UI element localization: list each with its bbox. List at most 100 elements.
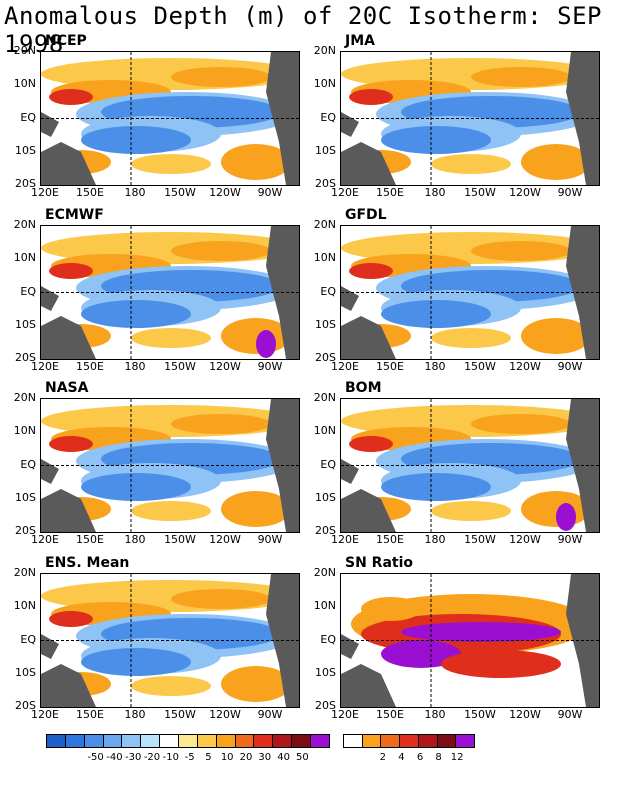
lon-tick-label: 120E <box>31 708 59 721</box>
map-panel-jma <box>340 51 600 186</box>
lat-tick-label: EQ <box>20 110 36 124</box>
lon-tick-label: 120E <box>331 186 359 199</box>
map-field <box>41 52 299 185</box>
lon-tick-label: 90W <box>557 186 583 199</box>
lat-tick-label: 10N <box>13 77 36 91</box>
lon-tick-label: 150W <box>164 186 196 199</box>
colorbar-swatch <box>311 735 329 747</box>
lat-tick-label: 10N <box>13 599 36 613</box>
lat-tick-label: EQ <box>320 110 336 124</box>
colorbar-swatch <box>400 735 419 747</box>
colorbar-label: 2 <box>379 752 387 763</box>
colorbar-swatch <box>160 735 180 747</box>
colorbar-swatch <box>216 735 236 747</box>
lon-tick-label: 120E <box>31 360 59 373</box>
colorbar-label: 40 <box>277 752 290 763</box>
lon-tick-label: 150W <box>464 708 496 721</box>
colorbar-swatch <box>103 735 123 747</box>
lat-tick-label: 20S <box>315 177 336 190</box>
colorbar-swatch <box>179 735 198 747</box>
colorbar-swatch <box>47 735 66 747</box>
lon-tick-label: 150E <box>76 186 104 199</box>
lon-tick-label: 180 <box>124 533 146 546</box>
lon-tick-label: 90W <box>557 708 583 721</box>
lon-tick-label: 90W <box>257 708 283 721</box>
lon-tick-label: 120W <box>209 360 241 373</box>
lat-tick-label: 10S <box>15 665 36 679</box>
colorbar-sn-ratio <box>343 734 475 748</box>
map-panel-ens-mean <box>40 573 300 708</box>
lon-tick-label: 150W <box>464 186 496 199</box>
colorbar-swatch <box>65 735 85 747</box>
lon-tick-label: 120W <box>509 186 541 199</box>
colorbar-label: -5 <box>184 752 195 763</box>
lon-tick-label: 90W <box>257 186 283 199</box>
colorbar-label: 6 <box>416 752 424 763</box>
lon-tick-label: 150W <box>164 360 196 373</box>
lat-tick-label: 20N <box>313 218 336 231</box>
lon-tick-label: 90W <box>557 533 583 546</box>
colorbar-swatch <box>418 735 438 747</box>
lat-tick-label: EQ <box>20 457 36 471</box>
lon-tick-label: 120W <box>209 533 241 546</box>
lat-tick-label: 20S <box>15 699 36 712</box>
colorbar-swatch <box>292 735 312 747</box>
lon-tick-label: 180 <box>424 708 446 721</box>
lat-tick-label: 10S <box>15 317 36 331</box>
lat-tick-label: 20N <box>313 566 336 579</box>
lat-tick-label: 10N <box>13 424 36 438</box>
lon-tick-label: 150W <box>464 360 496 373</box>
lat-tick-label: 10S <box>315 665 336 679</box>
map-field <box>341 399 599 532</box>
colorbar-label: 10 <box>220 752 234 763</box>
map-panel-gfdl <box>340 225 600 360</box>
lat-tick-label: 10S <box>315 143 336 157</box>
panel-label: BOM <box>345 380 382 396</box>
colorbar-label: 12 <box>450 752 464 763</box>
lon-tick-label: 120E <box>31 186 59 199</box>
lat-tick-label: 10S <box>315 317 336 331</box>
lat-tick-label: 20N <box>13 44 36 57</box>
lon-tick-label: 150E <box>376 360 404 373</box>
lat-tick-label: 10S <box>315 490 336 504</box>
colorbar-label: 5 <box>205 752 212 763</box>
lon-tick-label: 180 <box>124 708 146 721</box>
lat-tick-label: 10S <box>15 143 36 157</box>
colorbar-swatch <box>122 735 142 747</box>
map-panel-bom <box>340 398 600 533</box>
lon-tick-label: 120E <box>331 708 359 721</box>
colorbar-swatch <box>141 735 161 747</box>
lon-tick-label: 150E <box>376 708 404 721</box>
colorbar-swatch <box>362 735 382 747</box>
colorbar-label: 30 <box>258 752 272 763</box>
colorbar-swatch <box>273 735 293 747</box>
lon-tick-label: 90W <box>257 360 283 373</box>
lat-tick-label: EQ <box>320 457 336 471</box>
lon-tick-label: 120E <box>31 533 59 546</box>
lat-tick-label: 20S <box>15 351 36 364</box>
lon-tick-label: 120W <box>509 533 541 546</box>
lon-tick-label: 180 <box>424 360 446 373</box>
figure-title: Anomalous Depth (m) of 20C Isotherm: SEP… <box>4 2 602 58</box>
lon-tick-label: 90W <box>257 533 283 546</box>
colorbar-swatch <box>381 735 401 747</box>
map-panel-ecmwf <box>40 225 300 360</box>
lat-tick-label: 10N <box>313 599 336 613</box>
colorbar-swatch <box>437 735 457 747</box>
lat-tick-label: 20N <box>13 391 36 404</box>
lat-tick-label: EQ <box>320 632 336 646</box>
lon-tick-label: 150E <box>76 533 104 546</box>
panel-label: JMA <box>345 33 375 49</box>
map-field <box>341 52 599 185</box>
lon-tick-label: 120W <box>209 186 241 199</box>
lon-tick-label: 150E <box>376 186 404 199</box>
lat-tick-label: 10N <box>313 251 336 265</box>
map-panel-sn-ratio <box>340 573 600 708</box>
colorbar-label: -50 <box>87 752 104 763</box>
lat-tick-label: EQ <box>320 284 336 298</box>
colorbar-swatch <box>344 735 363 747</box>
lon-tick-label: 150W <box>164 708 196 721</box>
colorbar-swatch <box>197 735 217 747</box>
lat-tick-label: EQ <box>20 284 36 298</box>
colorbar-label: -20 <box>143 752 161 763</box>
